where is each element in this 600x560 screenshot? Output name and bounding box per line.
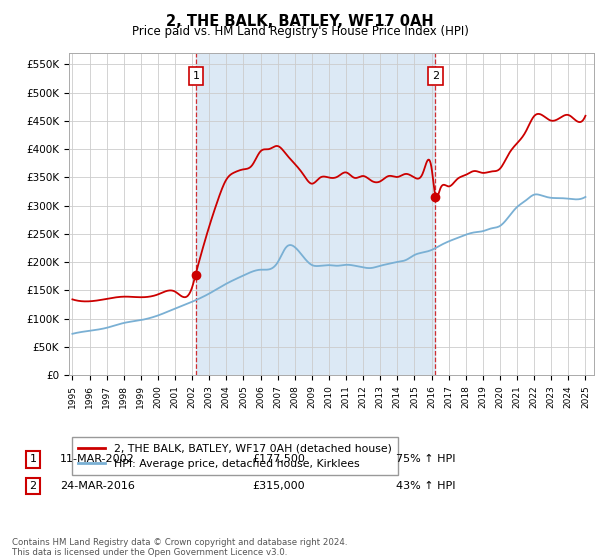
Text: Contains HM Land Registry data © Crown copyright and database right 2024.
This d: Contains HM Land Registry data © Crown c… xyxy=(12,538,347,557)
Text: Price paid vs. HM Land Registry's House Price Index (HPI): Price paid vs. HM Land Registry's House … xyxy=(131,25,469,38)
Text: 2, THE BALK, BATLEY, WF17 0AH: 2, THE BALK, BATLEY, WF17 0AH xyxy=(166,14,434,29)
Bar xyxy=(196,53,436,375)
Text: 24-MAR-2016: 24-MAR-2016 xyxy=(60,481,135,491)
Text: £315,000: £315,000 xyxy=(252,481,305,491)
Text: 11-MAR-2002: 11-MAR-2002 xyxy=(60,454,135,464)
Text: 43% ↑ HPI: 43% ↑ HPI xyxy=(396,481,455,491)
Legend: 2, THE BALK, BATLEY, WF17 0AH (detached house), HPI: Average price, detached hou: 2, THE BALK, BATLEY, WF17 0AH (detached … xyxy=(72,437,398,475)
Text: £177,500: £177,500 xyxy=(252,454,305,464)
Text: 1: 1 xyxy=(193,71,199,81)
Text: 75% ↑ HPI: 75% ↑ HPI xyxy=(396,454,455,464)
Text: 2: 2 xyxy=(29,481,37,491)
Text: 2: 2 xyxy=(432,71,439,81)
Text: 1: 1 xyxy=(29,454,37,464)
